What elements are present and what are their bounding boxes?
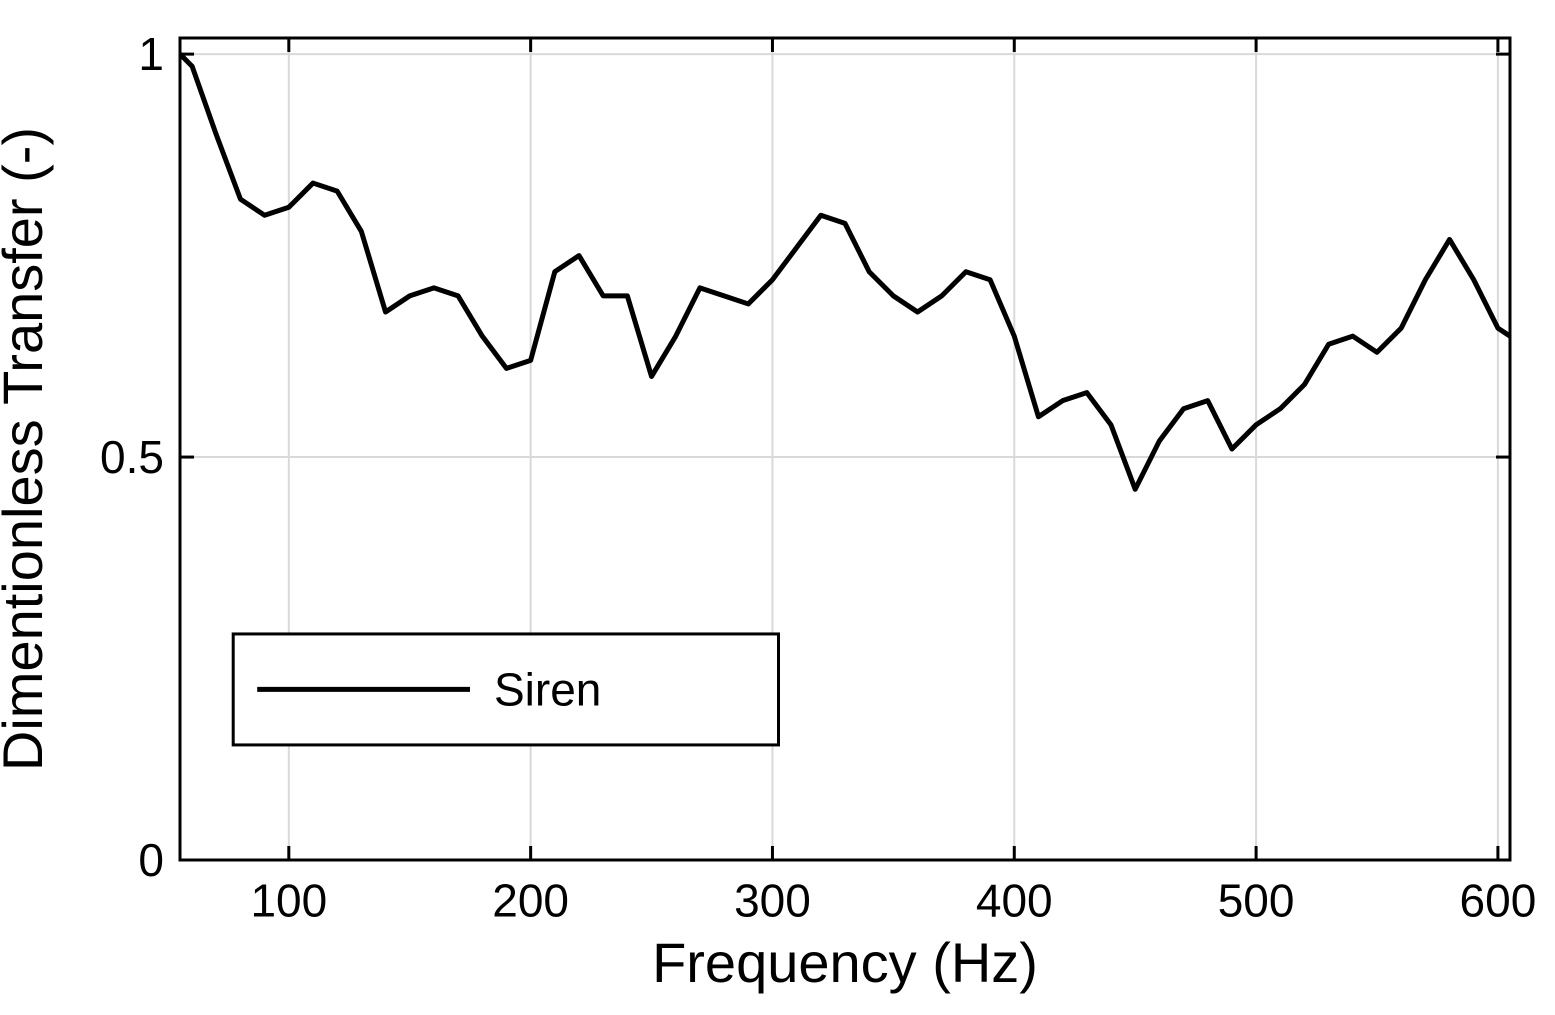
x-tick-label: 200 (492, 874, 569, 926)
y-tick-label: 0 (138, 834, 164, 886)
x-axis-label: Frequency (Hz) (652, 931, 1038, 994)
chart-background (0, 0, 1555, 1015)
chart-container: 100 200 300 400 500 600 0 0.5 1 Frequency (Hz) Dim… (0, 0, 1555, 1015)
legend-label: Siren (494, 664, 601, 716)
y-tick-label: 0.5 (100, 431, 164, 483)
y-tick-label: 1 (138, 28, 164, 80)
legend: Siren (233, 634, 778, 745)
x-tick-label: 500 (1218, 874, 1295, 926)
x-tick-label: 400 (976, 874, 1053, 926)
x-tick-label: 300 (734, 874, 811, 926)
y-axis-label: Dimentionless Transfer (-) (0, 127, 54, 771)
x-tick-label: 100 (250, 874, 327, 926)
transfer-line-chart: 100 200 300 400 500 600 0 0.5 1 Frequency (Hz) Dim… (0, 0, 1555, 1015)
x-tick-label: 600 (1460, 874, 1537, 926)
